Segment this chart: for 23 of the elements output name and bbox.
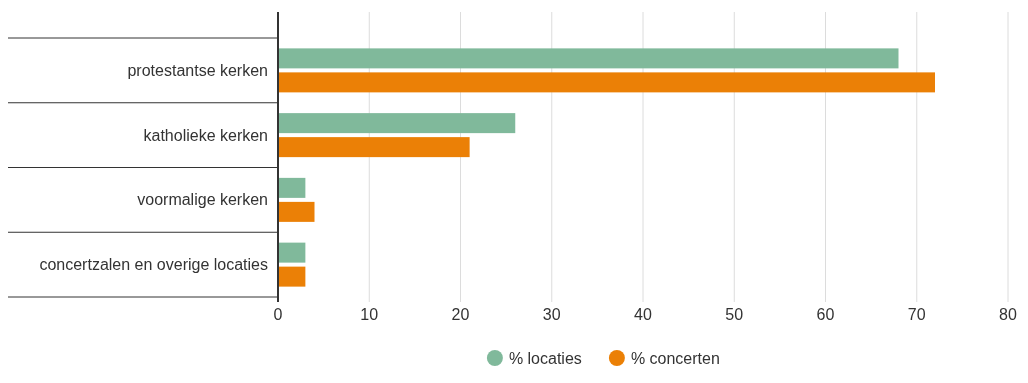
y-tick-label: voormalige kerken	[137, 191, 268, 209]
x-tick-label: 40	[634, 306, 652, 323]
x-tick-label: 20	[451, 306, 470, 323]
x-tick-label: 70	[907, 306, 926, 323]
legend-label: % locaties	[508, 349, 582, 367]
legend-label: % concerten	[630, 349, 720, 367]
x-tick-label: 80	[999, 306, 1017, 323]
bar	[278, 242, 306, 263]
y-tick-label: protestantse kerken	[127, 61, 268, 79]
x-tick-label: 30	[542, 306, 561, 323]
x-tick-label: 10	[360, 306, 379, 323]
bar	[278, 201, 315, 222]
bar	[278, 137, 470, 158]
bar	[278, 72, 935, 93]
bar	[278, 177, 306, 198]
x-tick-label: 0	[273, 306, 283, 323]
y-tick-label: concertzalen en overige locaties	[39, 256, 268, 274]
bar	[278, 48, 899, 69]
y-tick-label: katholieke kerken	[143, 126, 268, 144]
bar	[278, 266, 306, 287]
bar	[278, 113, 516, 134]
x-tick-label: 50	[725, 306, 744, 323]
x-tick-label: 60	[816, 306, 835, 323]
